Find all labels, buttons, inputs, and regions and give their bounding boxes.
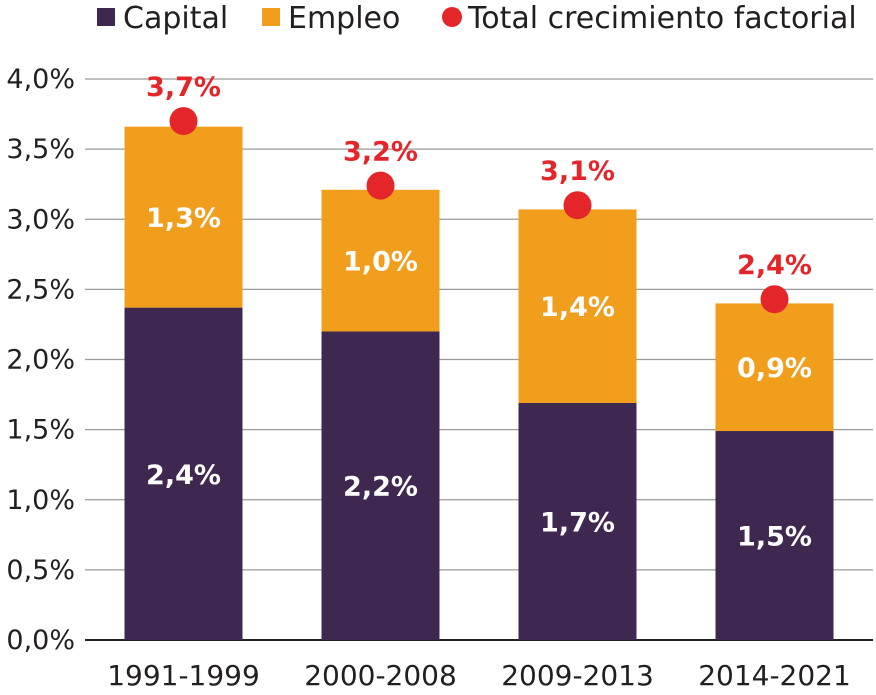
legend: Capital Empleo Total crecimiento factorial — [97, 1, 857, 36]
y-axis: 0,0% 0,5% 1,0% 1,5% 2,0% 2,5% 3,0% 3,5% 4,0% — [6, 64, 75, 656]
total-point — [563, 191, 592, 220]
x-axis: 1991-1999 2000-2008 2009-2013 2014-2021 — [107, 659, 851, 692]
total-label: 2,4% — [737, 250, 812, 281]
x-tick-label: 2000-2008 — [304, 659, 457, 692]
legend-swatch — [97, 8, 115, 26]
data-label: 1,4% — [540, 292, 615, 323]
y-tick-label: 2,5% — [6, 274, 75, 305]
legend-label: Empleo — [288, 1, 400, 36]
bar-capital — [124, 307, 243, 640]
bar-empleo — [124, 126, 243, 308]
y-tick-label: 1,0% — [6, 485, 75, 516]
x-tick-label: 2014-2021 — [698, 659, 851, 692]
data-label: 1,7% — [540, 507, 615, 538]
bar-capital — [715, 431, 834, 640]
bar-empleo — [321, 189, 440, 332]
total-point — [366, 171, 395, 200]
y-tick-label: 3,5% — [6, 134, 75, 165]
y-tick-label: 1,5% — [6, 415, 75, 446]
legend-marker — [442, 7, 462, 27]
total-point — [169, 107, 198, 136]
data-label: 1,3% — [146, 203, 221, 234]
x-tick-label: 1991-1999 — [107, 659, 260, 692]
y-tick-label: 4,0% — [6, 64, 75, 95]
total-label: 3,1% — [540, 156, 615, 187]
total-point — [760, 285, 789, 314]
y-tick-label: 3,0% — [6, 204, 75, 235]
data-label: 2,2% — [343, 472, 418, 503]
legend-swatch — [262, 8, 280, 26]
bar-empleo — [518, 209, 637, 403]
data-label: 1,5% — [737, 522, 812, 553]
bar-capital — [518, 402, 637, 640]
data-label: 2,4% — [146, 460, 221, 491]
bar-empleo — [715, 303, 834, 432]
total-label: 3,7% — [146, 72, 221, 103]
legend-label: Total crecimiento factorial — [467, 1, 857, 36]
y-tick-label: 0,5% — [6, 555, 75, 586]
bar-capital — [321, 331, 440, 640]
y-tick-label: 2,0% — [6, 345, 75, 376]
data-label: 0,9% — [737, 353, 812, 384]
legend-label: Capital — [123, 1, 228, 36]
total-label: 3,2% — [343, 137, 418, 168]
y-tick-label: 0,0% — [6, 625, 75, 656]
data-label: 1,0% — [343, 247, 418, 278]
x-tick-label: 2009-2013 — [501, 659, 654, 692]
bars: 2,4% 1,3% 3,7% 2,2% 1,0% 3,2% 1,7% 1,4% 3,1% 1,5%… — [124, 72, 834, 640]
